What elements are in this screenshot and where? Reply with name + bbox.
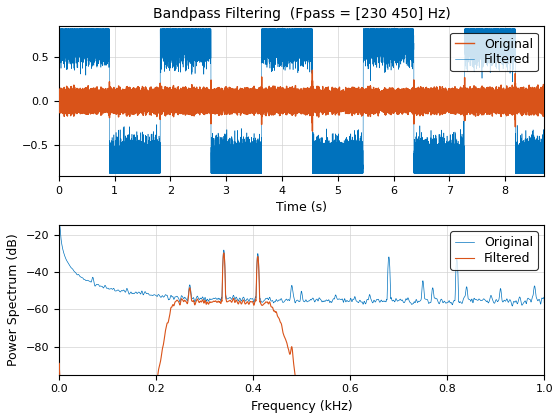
Legend: Original, Filtered: Original, Filtered [450,32,538,71]
X-axis label: Frequency (kHz): Frequency (kHz) [251,400,352,413]
Y-axis label: Power Spectrum (dB): Power Spectrum (dB) [7,234,20,366]
X-axis label: Time (s): Time (s) [276,201,327,214]
Title: Bandpass Filtering  (Fpass = [230 450] Hz): Bandpass Filtering (Fpass = [230 450] Hz… [153,7,450,21]
Legend: Original, Filtered: Original, Filtered [450,231,538,270]
